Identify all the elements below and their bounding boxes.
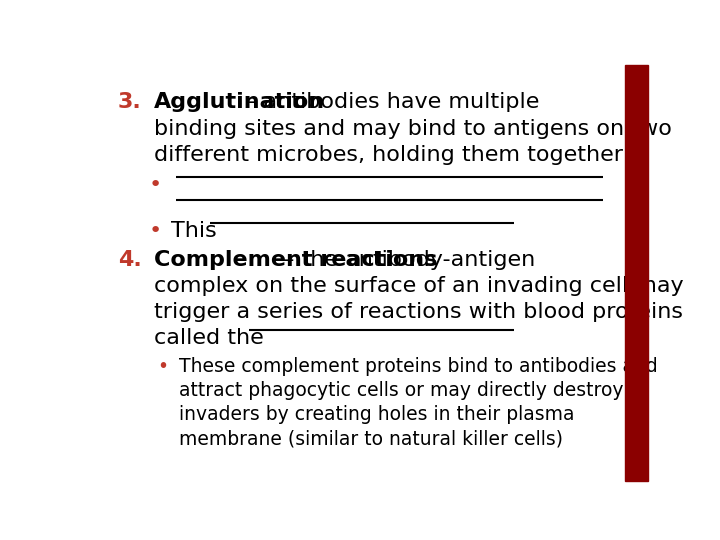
Text: 3.: 3.: [118, 92, 142, 112]
Text: 4.: 4.: [118, 250, 142, 270]
Text: membrane (similar to natural killer cells): membrane (similar to natural killer cell…: [179, 429, 563, 448]
Text: Agglutination: Agglutination: [154, 92, 325, 112]
Text: different microbes, holding them together: different microbes, holding them togethe…: [154, 145, 624, 165]
Text: •: •: [148, 221, 162, 241]
Text: – antibodies have multiple: – antibodies have multiple: [238, 92, 539, 112]
Text: invaders by creating holes in their plasma: invaders by creating holes in their plas…: [179, 405, 575, 424]
Text: These complement proteins bind to antibodies and: These complement proteins bind to antibo…: [179, 357, 658, 376]
Text: Complement reactions: Complement reactions: [154, 250, 438, 270]
Text: complex on the surface of an invading cell may: complex on the surface of an invading ce…: [154, 276, 684, 296]
Text: binding sites and may bind to antigens on two: binding sites and may bind to antigens o…: [154, 119, 672, 139]
Text: •: •: [148, 175, 162, 195]
Text: attract phagocytic cells or may directly destroy: attract phagocytic cells or may directly…: [179, 381, 624, 400]
Text: – the antibody-antigen: – the antibody-antigen: [276, 250, 535, 270]
Text: This: This: [171, 221, 217, 241]
Bar: [624, 65, 648, 481]
Text: trigger a series of reactions with blood proteins: trigger a series of reactions with blood…: [154, 302, 683, 322]
Text: called the: called the: [154, 328, 264, 348]
Text: •: •: [157, 357, 168, 376]
